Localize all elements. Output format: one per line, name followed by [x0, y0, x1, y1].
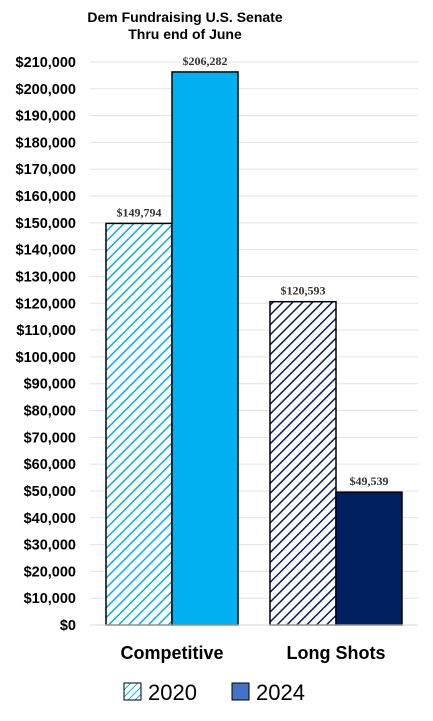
legend-swatch-2020 — [123, 682, 142, 701]
category-labels: Competitive Long Shots — [120, 643, 385, 663]
y-tick-label: $20,000 — [24, 564, 76, 580]
chart-title: Dem Fundraising U.S. Senate — [87, 9, 282, 25]
data-label: $120,593 — [281, 284, 326, 298]
y-tick-label: $170,000 — [16, 162, 76, 178]
y-tick-label: $60,000 — [24, 457, 76, 473]
chart-subtitle: Thru end of June — [128, 26, 242, 42]
bars — [105, 71, 403, 626]
y-tick-label: $120,000 — [16, 296, 76, 312]
y-tick-label: $140,000 — [16, 243, 76, 259]
y-tick-label: $200,000 — [16, 82, 76, 98]
y-tick-label: $190,000 — [16, 109, 76, 125]
bar-2020-long-shots — [269, 300, 337, 626]
data-labels: $149,794 $206,282 $120,593 $49,539 — [117, 54, 389, 488]
data-label: $49,539 — [350, 474, 389, 488]
y-tick-label: $50,000 — [24, 484, 76, 500]
y-tick-label: $180,000 — [16, 135, 76, 151]
y-tick-label: $40,000 — [24, 511, 76, 527]
y-tick-label: $150,000 — [16, 216, 76, 232]
y-tick-label: $130,000 — [16, 269, 76, 285]
category-label: Long Shots — [287, 643, 386, 663]
y-tick-label: $210,000 — [16, 55, 76, 71]
bar-2024-competitive — [171, 71, 239, 626]
y-tick-label: $110,000 — [16, 323, 76, 339]
y-tick-label: $100,000 — [16, 350, 76, 366]
legend-swatch-2024 — [231, 682, 250, 701]
bar-2020-competitive — [105, 222, 173, 626]
legend-label-2024: 2024 — [256, 680, 305, 705]
y-tick-label: $80,000 — [24, 404, 76, 420]
legend: 2020 2024 — [123, 680, 305, 705]
y-axis-ticks: $0 $10,000 $20,000 $30,000 $40,000 $50,000 $60… — [16, 55, 76, 634]
y-tick-label: $10,000 — [24, 591, 76, 607]
category-label: Competitive — [120, 643, 223, 663]
legend-label-2020: 2020 — [148, 680, 197, 705]
data-label: $149,794 — [117, 205, 162, 219]
y-tick-label: $30,000 — [24, 538, 76, 554]
data-label: $206,282 — [183, 54, 228, 68]
y-tick-label: $90,000 — [24, 377, 76, 393]
y-tick-label: $70,000 — [24, 430, 76, 446]
bar-2024-long-shots — [335, 491, 403, 626]
y-tick-label: $0 — [60, 618, 76, 634]
y-tick-label: $160,000 — [16, 189, 76, 205]
